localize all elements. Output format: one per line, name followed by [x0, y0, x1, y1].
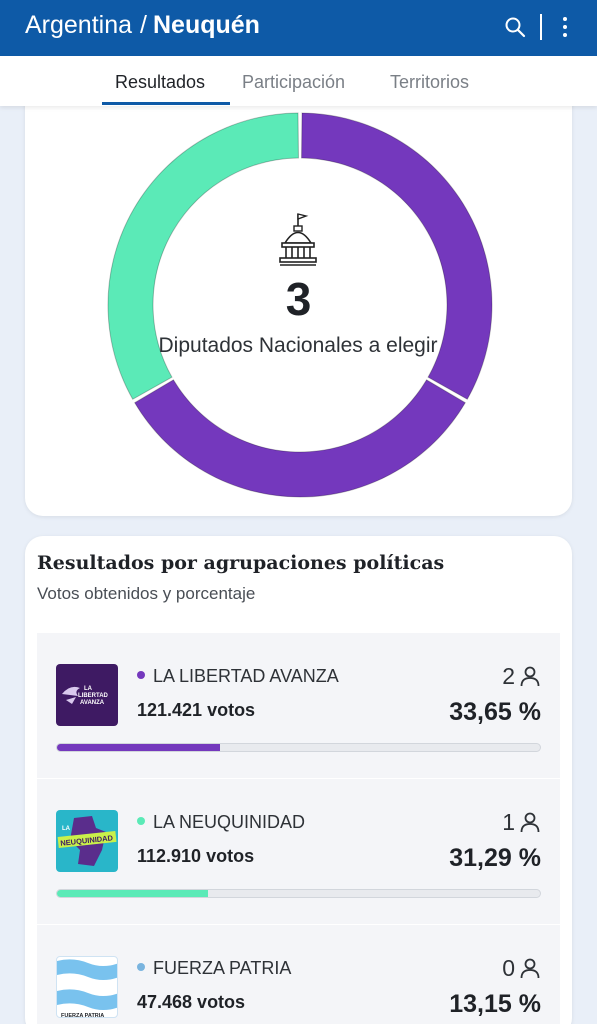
party-progress-bar [56, 889, 541, 898]
svg-text:AVANZA: AVANZA [80, 700, 105, 706]
header-divider [540, 14, 542, 40]
svg-text:LIBERTAD: LIBERTAD [78, 693, 109, 699]
breadcrumb: Argentina / Neuquén [25, 11, 260, 40]
seat-segment [107, 112, 299, 400]
breadcrumb-region: Neuquén [152, 11, 260, 39]
svg-text:LA: LA [84, 686, 93, 692]
tab-participacion[interactable]: Participación [242, 72, 346, 92]
tab-territorios[interactable]: Territorios [390, 72, 470, 92]
seats-donut-chart [107, 112, 493, 498]
person-icon [520, 666, 540, 687]
search-icon[interactable] [503, 15, 527, 39]
party-progress-fill [57, 890, 209, 897]
seats-card: 3 Diputados Nacionales a elegir [25, 80, 572, 516]
breadcrumb-separator: / [140, 11, 147, 39]
party-percent: 33,65 % [449, 698, 541, 726]
party-percent: 13,15 % [449, 990, 541, 1018]
party-row-la-neuquinidad[interactable]: NEUQUINIDAD LA LA NEUQUINIDAD 112.910 vo… [37, 779, 560, 924]
party-logo: FUERZA PATRIA [56, 956, 118, 1018]
party-logo: LA LIBERTAD AVANZA [56, 664, 118, 726]
person-icon [520, 812, 540, 833]
more-vert-icon[interactable] [555, 14, 575, 40]
party-name: LA LIBERTAD AVANZA [137, 666, 339, 687]
party-progress-fill [57, 744, 220, 751]
party-votes: 121.421 votos [137, 700, 256, 720]
tab-bar: Resultados Participación Territorios [0, 56, 597, 106]
seat-count: 3 [285, 273, 312, 325]
tab-resultados[interactable]: Resultados [115, 72, 206, 92]
party-seats: 0 [502, 955, 541, 982]
party-name: LA NEUQUINIDAD [137, 812, 305, 833]
svg-text:FUERZA PATRIA: FUERZA PATRIA [61, 1013, 104, 1018]
party-votes: 47.468 votos [137, 992, 246, 1012]
app-bar: Argentina / Neuquén [0, 0, 597, 56]
party-row-la-libertad-avanza[interactable]: LA LIBERTAD AVANZA LA LIBERTAD AVANZA 12… [37, 633, 560, 778]
seat-segment [134, 379, 466, 498]
results-subtitle: Votos obtenidos y porcentaje [37, 584, 256, 603]
results-title: Resultados por agrupaciones políticas [37, 552, 445, 574]
party-color-dot [137, 671, 145, 679]
seat-segment [301, 112, 493, 400]
party-name: FUERZA PATRIA [137, 958, 291, 979]
seat-label: Diputados Nacionales a elegir [158, 334, 438, 357]
results-card: Resultados por agrupaciones políticas Vo… [25, 536, 572, 1024]
svg-text:LA: LA [62, 826, 71, 832]
party-logo: NEUQUINIDAD LA [56, 810, 118, 872]
party-seats: 2 [502, 663, 541, 690]
party-seats: 1 [502, 809, 541, 836]
party-progress-bar [56, 743, 541, 752]
active-tab-indicator [102, 102, 230, 105]
party-color-dot [137, 817, 145, 825]
party-color-dot [137, 963, 145, 971]
party-row-fuerza-patria[interactable]: FUERZA PATRIA FUERZA PATRIA 47.468 votos… [37, 925, 560, 1024]
person-icon [520, 958, 540, 979]
party-votes: 112.910 votos [137, 846, 255, 866]
party-percent: 31,29 % [449, 844, 541, 872]
breadcrumb-country[interactable]: Argentina [25, 11, 133, 39]
capitol-icon [279, 213, 317, 266]
